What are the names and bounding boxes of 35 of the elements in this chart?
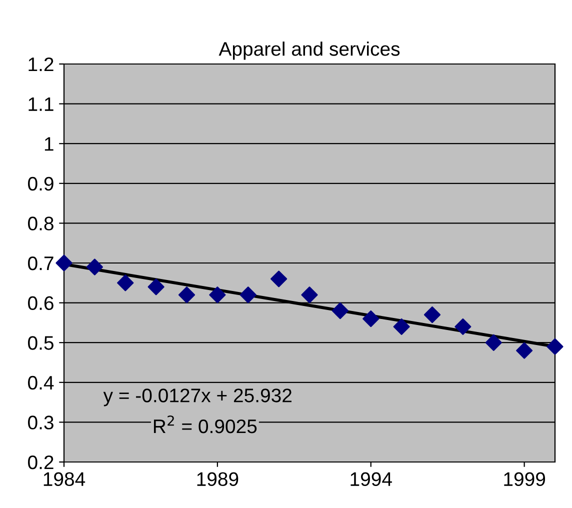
- x-tick-label: 1984: [44, 472, 86, 486]
- point: [56, 254, 72, 272]
- y-tick-label: 1: [44, 137, 54, 151]
- point: [393, 318, 410, 335]
- annotation: R$^{2}$ = 0.9025: [154, 416, 257, 434]
- point: [332, 302, 348, 320]
- point: [516, 342, 533, 359]
- point: [485, 334, 502, 351]
- point: [148, 278, 164, 296]
- y-tick-label: 0.3: [28, 416, 54, 430]
- point: [86, 258, 103, 276]
- point: [209, 286, 226, 304]
- x-tick-label: 1999: [504, 472, 546, 486]
- y-tick-label: 0.9: [28, 176, 54, 191]
- point: [270, 270, 288, 288]
- y-tick-label: 1.1: [28, 97, 54, 111]
- y-tick-label: 0.7: [28, 256, 54, 270]
- point: [301, 286, 318, 304]
- point: [117, 274, 134, 292]
- point: [362, 310, 380, 328]
- chart-title: Apparel and services: [218, 42, 400, 60]
- point: [424, 306, 441, 324]
- point: [178, 286, 196, 304]
- y-tick-label: 1.2: [28, 57, 54, 72]
- y-tick-label: 0.8: [28, 216, 54, 230]
- y-tick-label: 0.2: [28, 455, 54, 470]
- point: [454, 318, 472, 335]
- annotation: y = -0.0127x + 25.932: [103, 388, 292, 406]
- point: [546, 338, 564, 355]
- y-tick-label: 0.5: [28, 336, 54, 350]
- point: [240, 286, 256, 304]
- y-tick-label: 0.4: [28, 376, 54, 390]
- x-tick-label: 1994: [350, 472, 392, 486]
- x-tick-label: 1989: [197, 472, 238, 486]
- y-tick-label: 0.6: [28, 296, 54, 310]
